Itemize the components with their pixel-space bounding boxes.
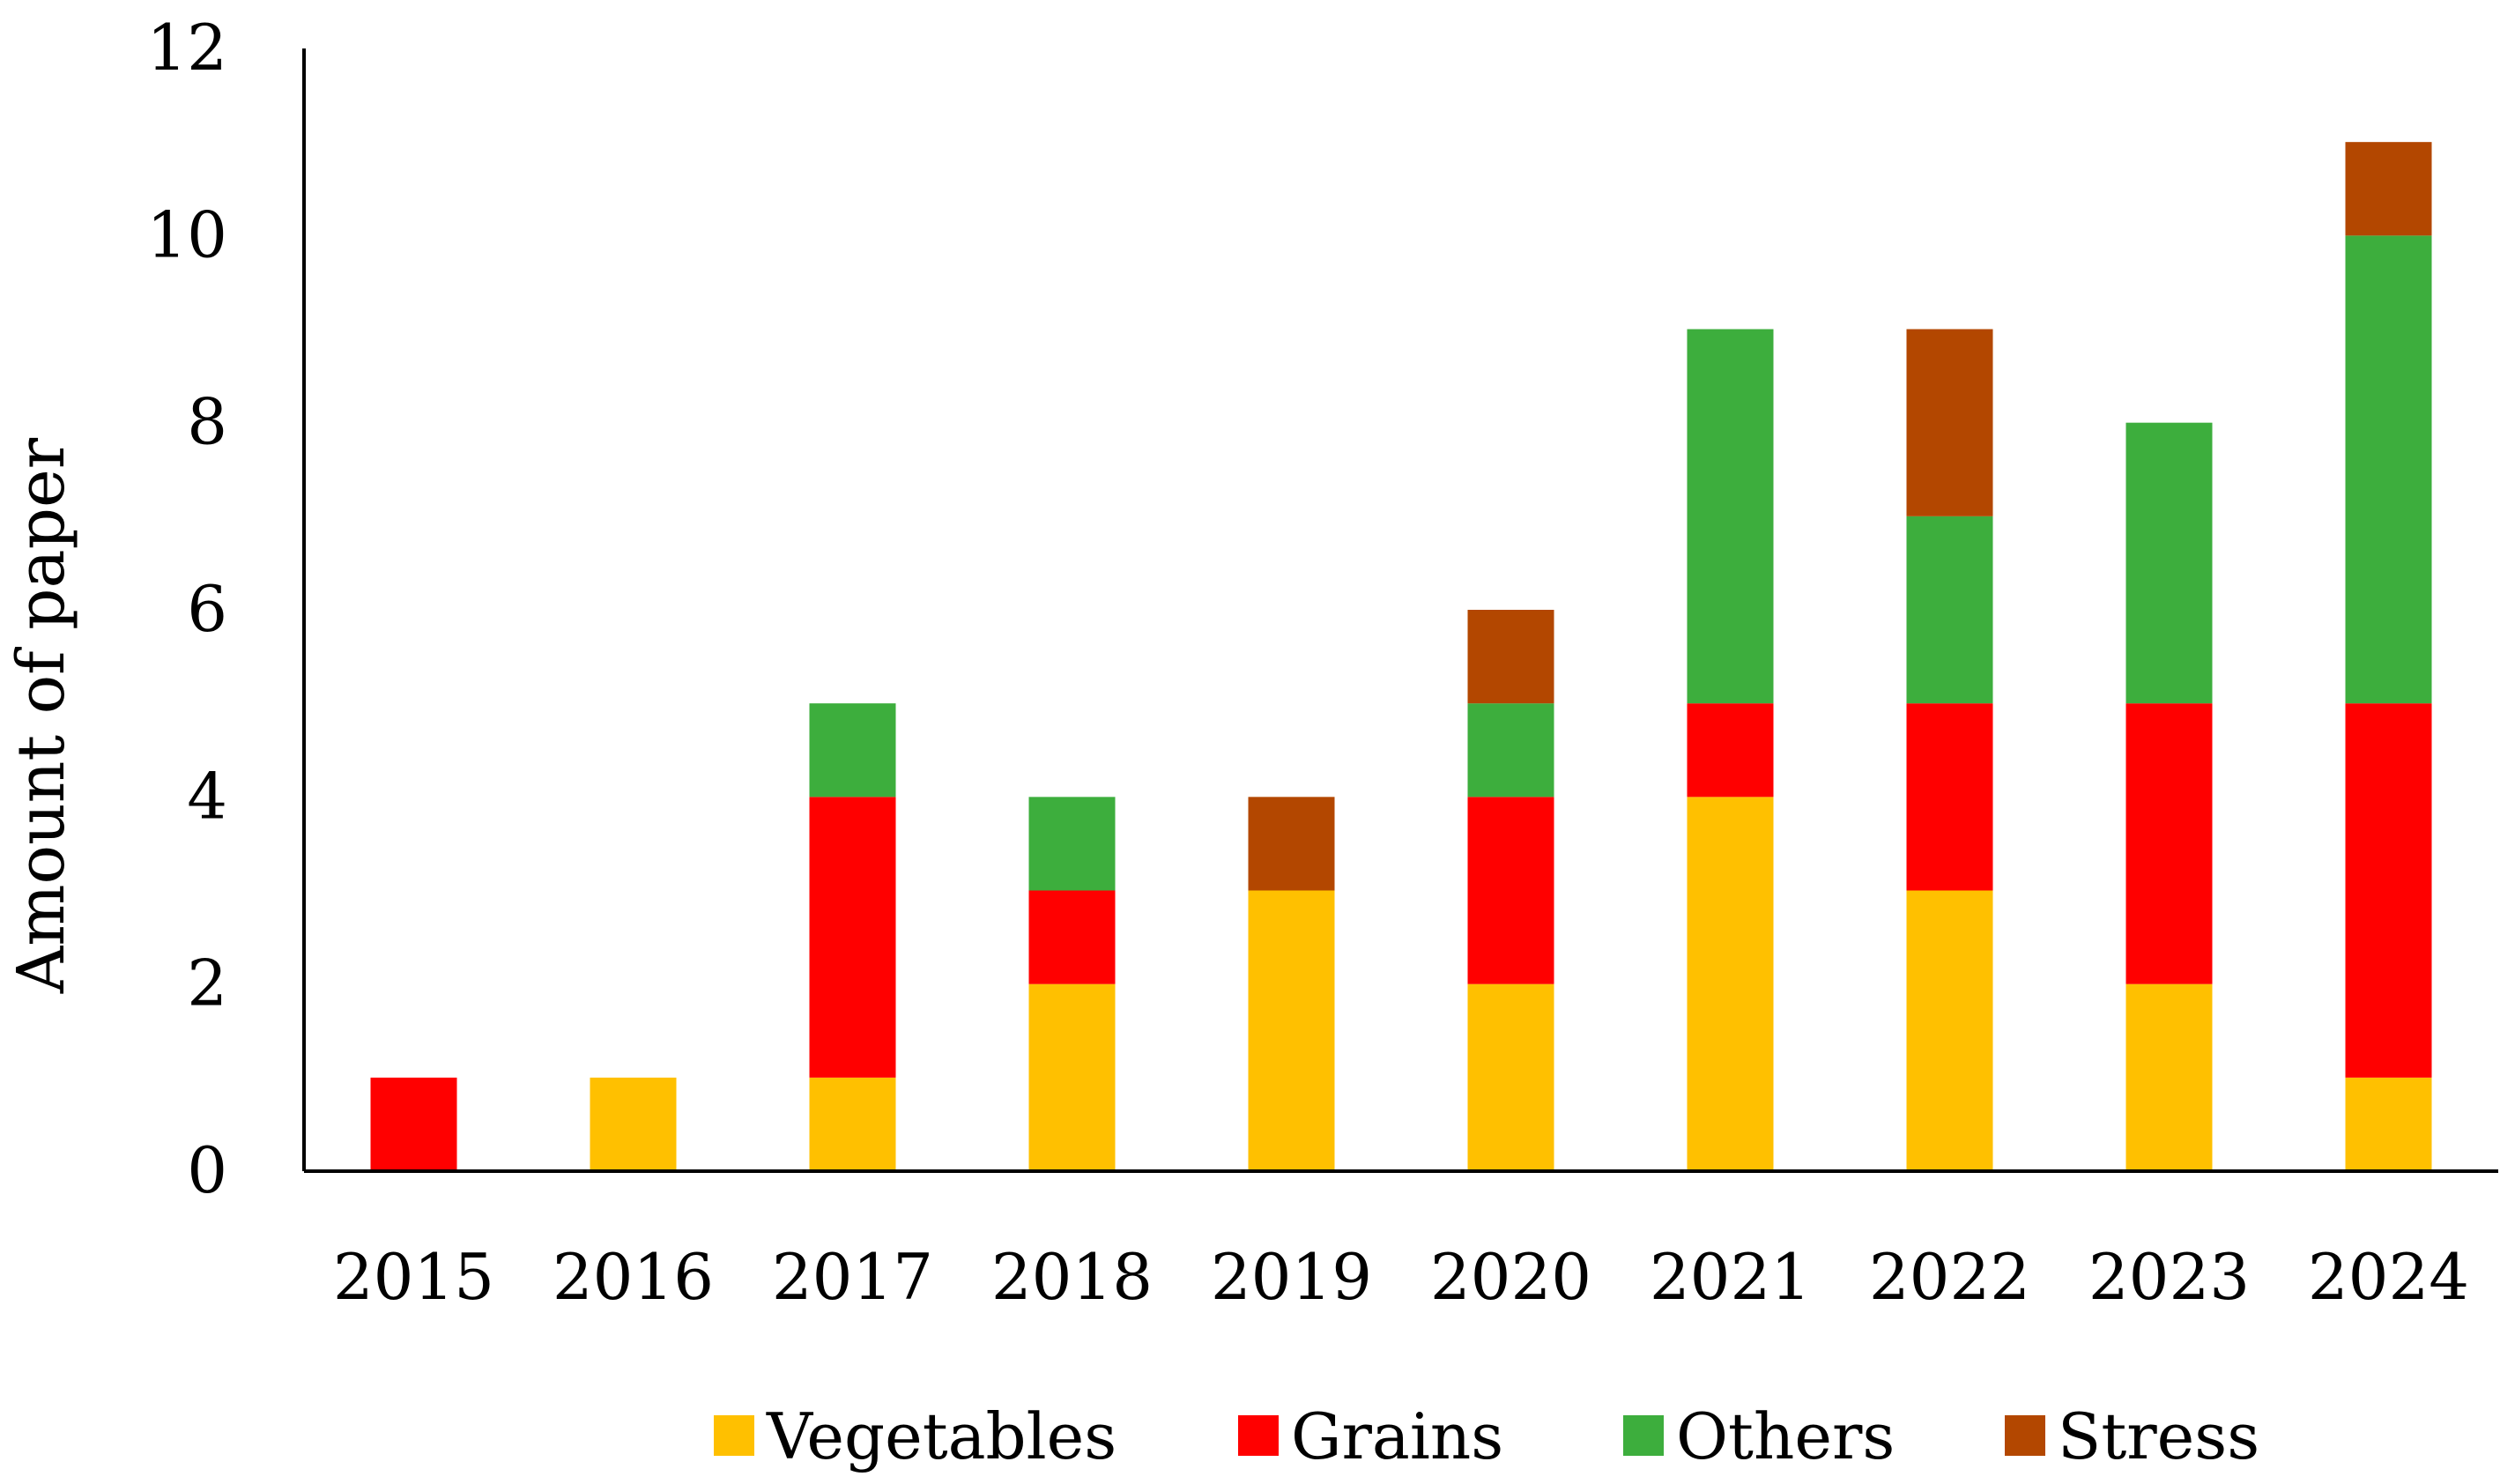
bar-stress-2022 xyxy=(1906,329,1993,516)
x-tick-label: 2022 xyxy=(1869,1240,2030,1314)
bar-others-2017 xyxy=(809,703,896,798)
x-tick-label: 2016 xyxy=(553,1240,714,1314)
bar-grains-2023 xyxy=(2125,703,2213,984)
bar-grains-2021 xyxy=(1687,703,1774,798)
x-tick-label: 2017 xyxy=(772,1240,933,1314)
y-tick-labels: 0 2 4 6 8 10 12 xyxy=(146,11,227,1207)
y-tick-label: 4 xyxy=(187,759,227,833)
y-tick-label: 10 xyxy=(146,197,227,271)
x-tick-label: 2024 xyxy=(2308,1240,2469,1314)
axes-layer xyxy=(302,48,2498,1173)
y-axis-title: Amount of paper xyxy=(4,437,79,994)
bar-vegetables-2024 xyxy=(2345,1077,2432,1171)
y-tick-label: 6 xyxy=(187,572,227,646)
bar-others-2018 xyxy=(1028,797,1116,891)
legend-label-grains: Grains xyxy=(1291,1399,1503,1473)
legend-swatch-grains xyxy=(1238,1415,1279,1456)
bar-vegetables-2016 xyxy=(590,1077,677,1171)
legend-swatch-vegetables xyxy=(714,1415,754,1456)
bar-vegetables-2020 xyxy=(1467,983,1554,1171)
y-tick-label: 12 xyxy=(146,11,227,85)
legend-label-vegetables: Vegetables xyxy=(766,1399,1116,1473)
legend-swatch-stress xyxy=(2005,1415,2045,1456)
legend-label-others: Others xyxy=(1676,1399,1895,1473)
bar-stress-2020 xyxy=(1467,610,1554,704)
x-tick-label: 2015 xyxy=(333,1240,494,1314)
bar-others-2020 xyxy=(1467,703,1554,798)
legend: Vegetables Grains Others Stress xyxy=(714,1399,2259,1473)
y-tick-label: 8 xyxy=(187,385,227,459)
bar-others-2021 xyxy=(1687,329,1774,704)
bar-stress-2024 xyxy=(2345,142,2432,236)
bar-vegetables-2018 xyxy=(1028,983,1116,1171)
x-tick-label: 2018 xyxy=(991,1240,1153,1314)
bar-vegetables-2017 xyxy=(809,1077,896,1171)
legend-swatch-others xyxy=(1623,1415,1664,1456)
y-tick-label: 2 xyxy=(187,946,227,1020)
bar-others-2022 xyxy=(1906,516,1993,704)
bar-others-2023 xyxy=(2125,422,2213,704)
bar-grains-2018 xyxy=(1028,890,1116,984)
bar-grains-2015 xyxy=(370,1077,457,1171)
bar-grains-2024 xyxy=(2345,703,2432,1078)
y-tick-label: 0 xyxy=(187,1133,227,1207)
bar-grains-2017 xyxy=(809,797,896,1078)
legend-label-stress: Stress xyxy=(2058,1399,2259,1473)
bar-vegetables-2019 xyxy=(1248,890,1335,1171)
bar-grains-2020 xyxy=(1467,797,1554,984)
bar-stress-2019 xyxy=(1248,797,1335,891)
bar-vegetables-2022 xyxy=(1906,890,1993,1171)
x-tick-label: 2019 xyxy=(1211,1240,1372,1314)
bar-vegetables-2023 xyxy=(2125,983,2213,1171)
bar-grains-2022 xyxy=(1906,703,1993,891)
x-tick-labels: 2015 2016 2017 2018 2019 2020 2021 2022 2023 2024 xyxy=(333,1240,2469,1314)
x-tick-label: 2021 xyxy=(1650,1240,1811,1314)
bar-others-2024 xyxy=(2345,235,2432,704)
bars-layer xyxy=(370,142,2432,1171)
bar-vegetables-2021 xyxy=(1687,797,1774,1171)
x-tick-label: 2023 xyxy=(2088,1240,2250,1314)
x-tick-label: 2020 xyxy=(1430,1240,1591,1314)
